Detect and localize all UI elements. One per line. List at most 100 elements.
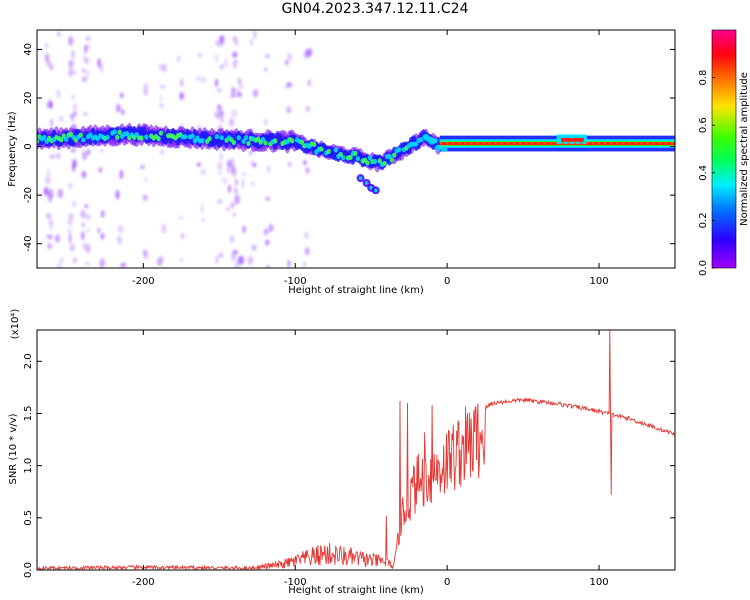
spectrogram-core-cell xyxy=(115,134,120,140)
tone-band-dot xyxy=(646,142,649,145)
spectrogram-speckle xyxy=(229,234,235,244)
colorbar-tick-label: 0.6 xyxy=(698,117,709,133)
tone-band-dot xyxy=(537,142,540,145)
spectrogram-speckle xyxy=(58,115,64,122)
spectrogram-speckle xyxy=(215,254,219,265)
tone-band-dot xyxy=(452,142,455,145)
spectrogram-core-cell xyxy=(139,135,144,141)
spectrogram-speckle xyxy=(81,76,88,83)
spectrogram-speckle xyxy=(286,105,291,113)
spectrogram-speckle xyxy=(82,152,88,161)
spectrogram-speckle xyxy=(86,227,90,234)
spectrogram-speckle xyxy=(139,164,146,170)
spectrogram-speckle xyxy=(161,223,167,234)
spectrogram-speckle xyxy=(219,64,225,70)
spectrogram-image xyxy=(37,30,675,268)
spectrogram-core-cell xyxy=(365,160,370,166)
spectrogram-speckle xyxy=(248,150,254,156)
spectrogram-speckle xyxy=(68,213,74,218)
spectrogram-speckle xyxy=(83,54,87,64)
spectrogram-x-tick-label: 0 xyxy=(444,276,450,287)
spectrogram-speckle xyxy=(120,262,127,268)
spectrogram-speckle xyxy=(71,69,77,75)
spectrogram-speckle xyxy=(81,230,85,241)
spectrogram-core-cell xyxy=(348,154,353,160)
spectrogram-speckle xyxy=(54,234,61,243)
tone-band-dot xyxy=(488,142,491,145)
spectrogram-speckle xyxy=(70,50,75,55)
spectrogram-speckle xyxy=(242,225,246,234)
spectrogram-core-cell xyxy=(299,139,305,145)
snr-x-tick-label: -200 xyxy=(132,577,155,588)
spectrogram-speckle xyxy=(305,105,311,113)
spectrogram-speckle xyxy=(100,233,105,240)
spectrogram-background-speckles xyxy=(43,30,313,268)
colorbar-frame xyxy=(711,29,737,269)
colorbar: 0.0 0.2 0.4 0.6 0.8 Normalized spectral ampl… xyxy=(698,29,750,276)
spectrogram-speckle xyxy=(85,243,91,254)
snr-y-tick-label: 1.5 xyxy=(23,406,34,422)
spectrogram-speckle xyxy=(252,30,257,39)
spectrogram-speckle xyxy=(251,244,258,251)
spectrogram-core-cell xyxy=(418,137,424,143)
spectrogram-speckle xyxy=(231,51,238,58)
spectrogram-speckle xyxy=(70,146,76,154)
spectrogram-speckle xyxy=(142,194,148,201)
spectrogram-speckle xyxy=(218,170,222,176)
spectrogram-speckle xyxy=(86,148,91,156)
spectrogram-speckle xyxy=(68,233,72,244)
spectrogram-speckle xyxy=(284,83,290,90)
spectrogram-core-cell xyxy=(124,130,130,137)
colorbar-tick-label: 0.8 xyxy=(698,70,709,86)
spectrogram-speckle xyxy=(250,181,255,187)
spectrogram-speckle xyxy=(265,196,271,201)
spectrogram-speckle xyxy=(217,161,223,167)
spectrogram-speckle xyxy=(219,152,223,161)
spectrogram-branch-core xyxy=(358,176,363,180)
spectrogram-speckle xyxy=(241,178,245,189)
spectrogram-speckle xyxy=(100,210,104,219)
spectrogram-speckle xyxy=(99,258,106,268)
spectrogram-speckle xyxy=(302,261,307,267)
spectrogram-speckle xyxy=(287,259,291,268)
tone-band-dot xyxy=(445,142,449,145)
spectrogram-speckle xyxy=(287,52,293,62)
tone-band-dot xyxy=(494,142,497,145)
colorbar-tick-label: 0.2 xyxy=(698,212,709,228)
spectrogram-speckle xyxy=(234,39,239,47)
spectrogram-speckle xyxy=(216,88,222,93)
spectrogram-speckle xyxy=(214,78,219,88)
spectrogram-speckle xyxy=(237,78,242,83)
spectrogram-x-axis: -200 -100 0 100 xyxy=(132,30,609,287)
spectrogram-speckle xyxy=(68,60,74,66)
spectrogram-speckle xyxy=(84,204,89,209)
spectrogram-speckle xyxy=(46,101,51,109)
spectrogram-speckle xyxy=(265,239,270,246)
spectrogram-speckle xyxy=(230,201,235,209)
spectrogram-speckle xyxy=(115,189,120,200)
spectrogram-speckle xyxy=(99,148,104,153)
spectrogram-x-tick-label: -200 xyxy=(132,276,155,287)
tone-band-dot xyxy=(524,142,528,145)
spectrogram-speckle xyxy=(196,162,202,167)
spectrogram-speckle xyxy=(285,59,289,66)
tone-band-dot xyxy=(585,142,589,145)
spectrogram-speckle xyxy=(43,186,49,196)
spectrogram-core-cell xyxy=(190,133,195,139)
snr-y-tick-label: 1.0 xyxy=(23,458,34,474)
spectrogram-speckle xyxy=(249,38,254,46)
spectrogram-y-tick-label: -40 xyxy=(23,236,34,252)
spectrogram-speckle xyxy=(117,225,124,233)
spectrogram-speckle xyxy=(226,206,230,212)
spectrogram-speckle xyxy=(70,117,75,122)
tone-band-dot xyxy=(573,142,576,145)
spectrogram-speckle xyxy=(99,63,104,73)
spectrogram-core-cell xyxy=(156,136,161,142)
spectrogram-core-cell xyxy=(263,140,268,146)
spectrogram-speckle xyxy=(57,188,64,199)
spectrogram-speckle xyxy=(116,235,123,245)
spectrogram-speckle xyxy=(216,164,223,171)
spectrogram-core-cell xyxy=(333,147,339,153)
